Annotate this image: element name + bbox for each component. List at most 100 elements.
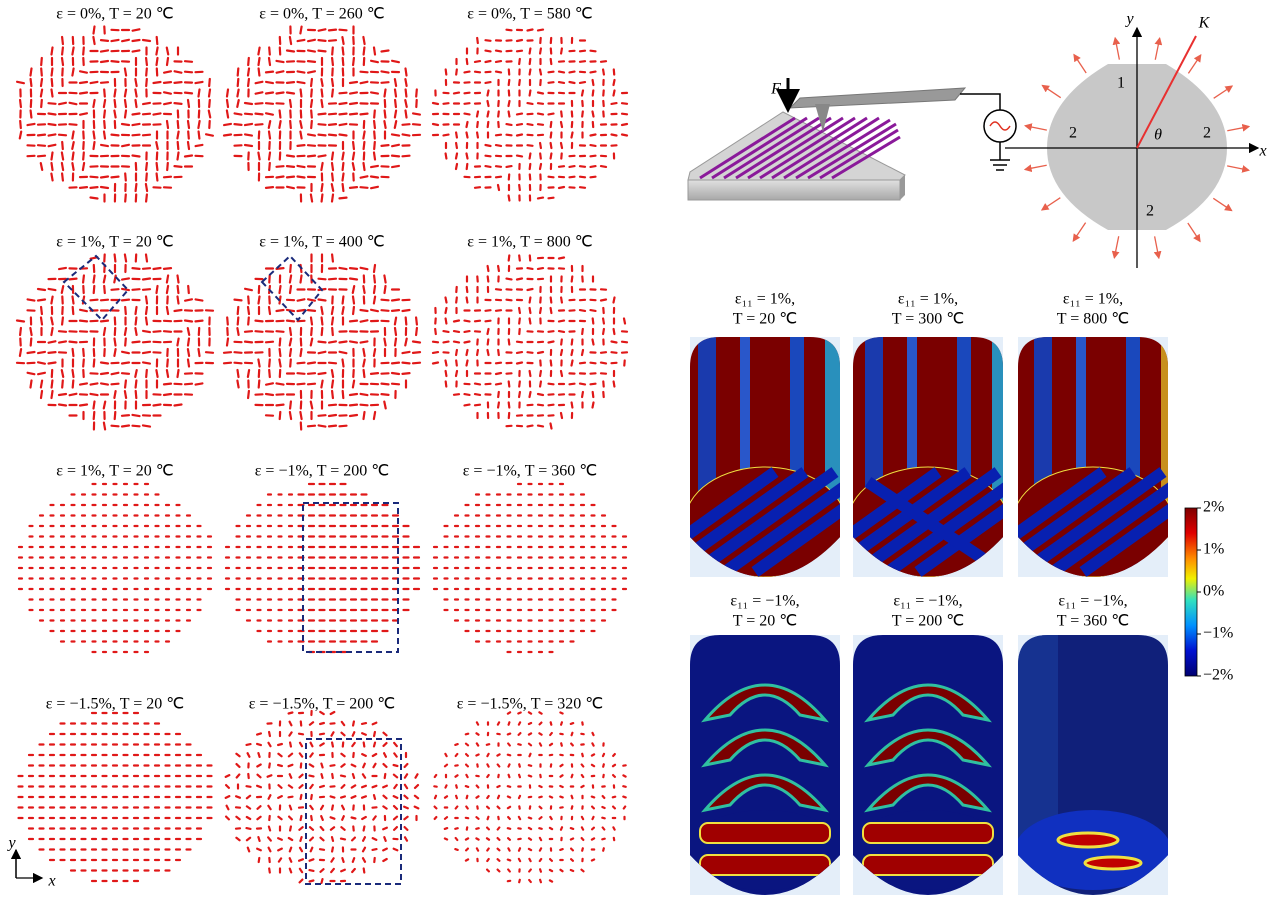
panel-label: ε = 0%, T = 260 ℃ xyxy=(259,6,385,23)
panel-label: T = 200 ℃ xyxy=(892,613,964,630)
face-stripe xyxy=(864,477,992,567)
face-stripe xyxy=(699,822,831,844)
stress-ray xyxy=(1154,36,1163,60)
panel-label: ε = 0%, T = 20 ℃ xyxy=(56,6,174,23)
domain-chevron xyxy=(864,728,992,768)
bottom-face xyxy=(1018,810,1168,890)
polarization-field xyxy=(431,254,629,430)
panel-label: ε = −1%, T = 200 ℃ xyxy=(255,463,390,480)
stress-ray xyxy=(1040,197,1061,211)
right-panels: ε₁₁ = 1%, T = 20 ℃ ε₁₁ = 1%, T = 300 ℃ ε₁₁ =… xyxy=(690,291,1168,895)
domain-stripe xyxy=(1161,337,1168,577)
colorbar xyxy=(1184,507,1198,677)
polarization-field xyxy=(432,482,628,654)
domain-stripe xyxy=(907,337,917,577)
stress-ray xyxy=(1187,54,1202,74)
polarization-field xyxy=(15,253,215,431)
cylinder xyxy=(1018,337,1168,577)
panel-label: ε = −1.5%, T = 200 ℃ xyxy=(249,696,396,713)
face-stripe xyxy=(1049,467,1168,577)
domain-box xyxy=(260,254,324,322)
stress-ray xyxy=(1227,123,1251,132)
axis-arrows xyxy=(15,850,42,878)
domain-chevron xyxy=(864,683,992,723)
panel-label: ε₁₁ = 1%, xyxy=(1063,291,1123,308)
polarization-field xyxy=(222,253,422,431)
schematic-label: F xyxy=(770,81,781,98)
colorbar-gradient xyxy=(1184,507,1198,677)
stress-ray xyxy=(1023,164,1047,173)
colorbar-label: 1% xyxy=(1203,541,1224,558)
domain-chevron xyxy=(701,728,829,768)
domain-chevron xyxy=(701,773,829,813)
crystal-schematic xyxy=(1005,26,1260,268)
panel-label: ε = 1%, T = 20 ℃ xyxy=(56,463,174,480)
left-panels: ε = 0%, T = 20 ℃ ε = 0%, T = 260 ℃ ε = 0%,… xyxy=(6,6,629,890)
cylinder xyxy=(853,635,1003,895)
panel-label: ε = 0%, T = 580 ℃ xyxy=(467,6,593,23)
hot-spot xyxy=(1083,855,1143,871)
domain-stripe xyxy=(1076,337,1086,577)
panel-label: ε₁₁ = −1%, xyxy=(1058,593,1127,610)
face-stripe xyxy=(862,854,994,876)
panel-label: ε = −1.5%, T = 20 ℃ xyxy=(46,696,185,713)
panel-label: ε₁₁ = −1%, xyxy=(893,593,962,610)
panel-label: ε₁₁ = 1%, xyxy=(735,291,795,308)
panel-label: T = 20 ℃ xyxy=(733,311,797,328)
schematic-label: K xyxy=(1198,15,1211,32)
cylinder xyxy=(1018,635,1168,895)
stress-ray xyxy=(1187,222,1201,243)
face-stripe xyxy=(884,467,1003,577)
polarization-field xyxy=(222,25,422,203)
panel-label: ε = 1%, T = 20 ℃ xyxy=(56,234,174,251)
stress-ray xyxy=(1023,123,1047,131)
domain-chevron xyxy=(701,683,829,723)
region-label: 2 xyxy=(1069,125,1077,142)
stress-ray xyxy=(1112,36,1121,60)
colorbar-label: 2% xyxy=(1203,499,1224,516)
cantilever-schematic xyxy=(687,78,1017,201)
face-stripe xyxy=(699,854,831,876)
region-label: 2 xyxy=(1203,125,1211,142)
stress-ray xyxy=(1153,236,1162,260)
face-stripe xyxy=(853,467,942,577)
face-stripe xyxy=(691,467,839,577)
face-stripe xyxy=(1018,467,1137,577)
cylinder xyxy=(853,337,1003,577)
polarization-field xyxy=(17,482,213,654)
face-stripe xyxy=(721,467,840,577)
panel-label: ε₁₁ = −1%, xyxy=(730,593,799,610)
region-label: 2 xyxy=(1146,203,1154,220)
face-stripe xyxy=(1079,467,1168,577)
polarization-field xyxy=(224,482,421,654)
stress-ray xyxy=(1213,85,1234,99)
cylinder xyxy=(690,635,840,895)
stress-ray xyxy=(1041,84,1062,99)
axis-label: y xyxy=(6,835,16,852)
polarization-field xyxy=(433,711,627,884)
polarization-field xyxy=(224,709,420,884)
polarization-field xyxy=(431,28,629,202)
stress-ray xyxy=(1073,53,1087,74)
face-stripe xyxy=(862,822,994,844)
domain-chevron xyxy=(864,773,992,813)
face-stripe xyxy=(690,467,809,577)
polarization-field xyxy=(17,711,213,883)
stress-ray xyxy=(1072,222,1087,242)
schematic-label: x xyxy=(1258,143,1266,160)
colorbar-label: −1% xyxy=(1203,625,1233,642)
panel-label: ε₁₁ = 1%, xyxy=(898,291,958,308)
face-stripe xyxy=(690,467,779,577)
panel-label: ε = −1.5%, T = 320 ℃ xyxy=(457,696,604,713)
stress-ray xyxy=(1111,236,1120,260)
polarization-field xyxy=(16,25,214,203)
domain-stripe xyxy=(740,337,750,577)
panel-label: ε = −1%, T = 360 ℃ xyxy=(463,463,598,480)
stress-ray xyxy=(1212,197,1233,212)
panel-label: T = 800 ℃ xyxy=(1057,311,1129,328)
axis-label: x xyxy=(47,873,55,890)
face-stripe xyxy=(853,467,972,577)
schematic-label: y xyxy=(1124,11,1134,28)
stress-ray xyxy=(1227,165,1251,173)
